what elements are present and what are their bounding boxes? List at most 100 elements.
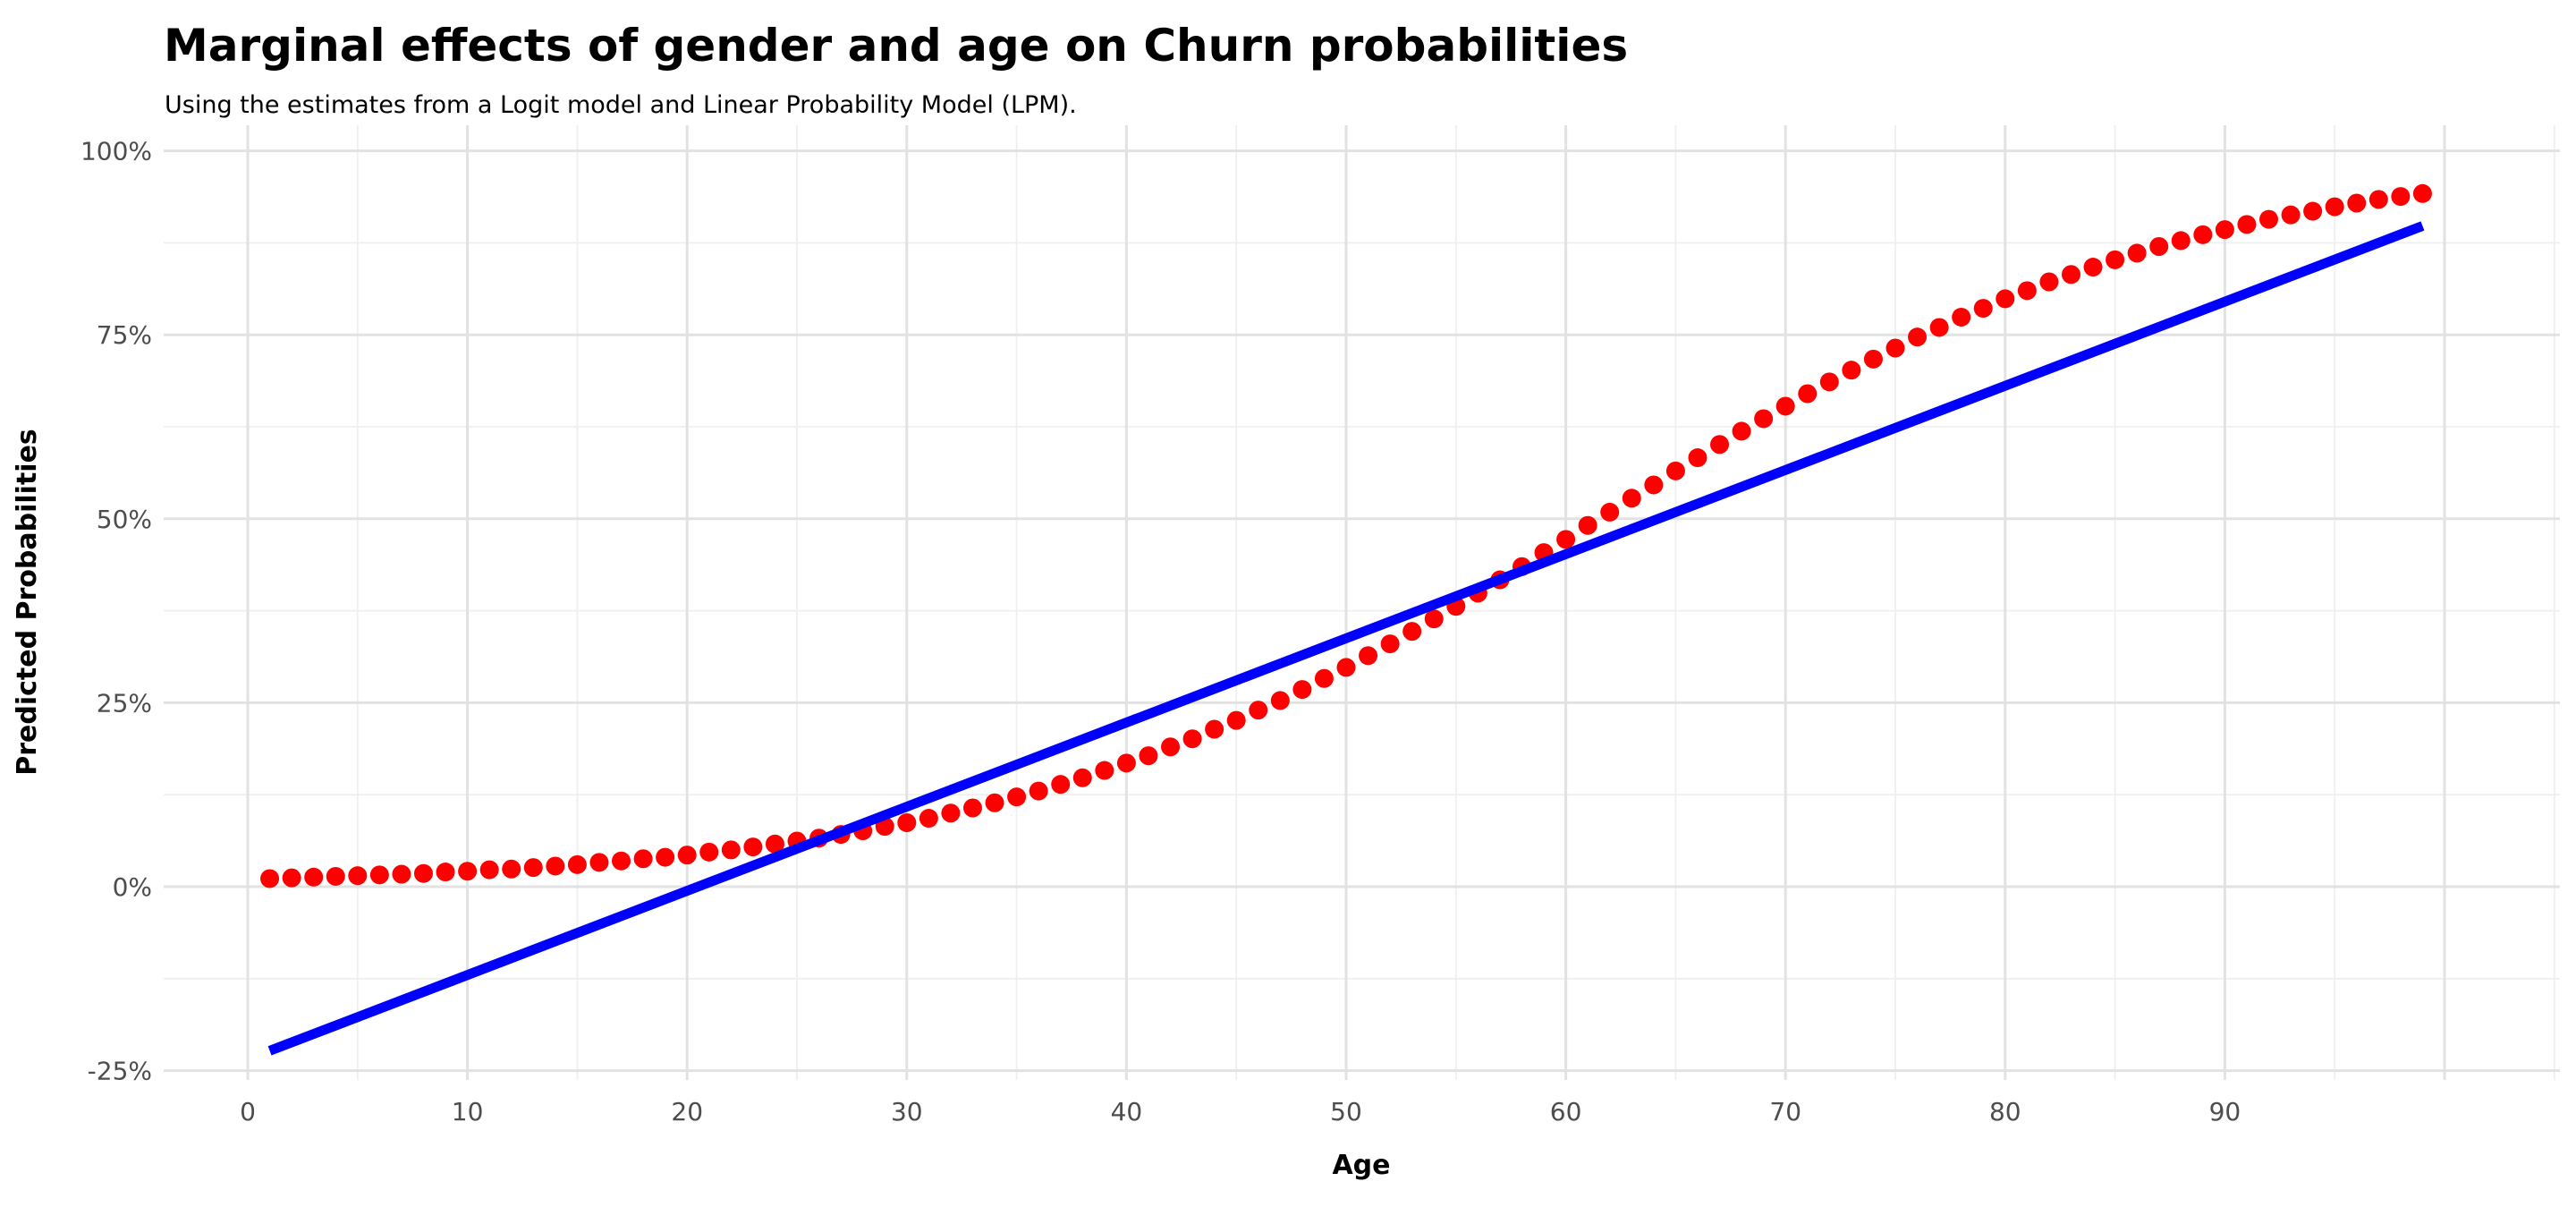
logit-point: [1161, 737, 1181, 757]
logit-point: [1798, 384, 1818, 404]
logit-point: [523, 858, 543, 878]
logit-point: [743, 837, 763, 857]
logit-point: [2193, 225, 2213, 244]
logit-point: [1600, 502, 1620, 522]
logit-point: [1116, 753, 1136, 773]
series-layer: [260, 183, 2432, 1056]
logit-point: [721, 840, 741, 860]
logit-point: [369, 865, 389, 885]
logit-point: [985, 793, 1004, 812]
chart-subtitle: Using the estimates from a Logit model a…: [165, 91, 1077, 119]
logit-point: [1688, 448, 1707, 468]
logit-point: [1929, 318, 1949, 337]
logit-point: [1424, 609, 1444, 629]
logit-point: [1665, 461, 1685, 480]
y-tick-label: 100%: [80, 137, 152, 166]
logit-point: [941, 803, 961, 823]
logit-point: [502, 859, 521, 879]
logit-point: [1996, 289, 2015, 309]
logit-point: [2237, 215, 2257, 234]
x-tick-label: 90: [2209, 1097, 2241, 1126]
logit-point: [1336, 658, 1356, 677]
logit-point: [282, 868, 301, 888]
logit-point: [546, 856, 565, 876]
logit-point: [1249, 701, 1268, 720]
logit-point: [413, 863, 433, 883]
y-tick-label: 75%: [97, 320, 152, 350]
logit-point: [1973, 299, 1993, 319]
logit-point: [1226, 710, 1246, 730]
x-tick-label: 80: [1989, 1097, 2021, 1126]
logit-point: [962, 798, 982, 818]
y-tick-label: -25%: [88, 1057, 152, 1086]
logit-point: [2368, 190, 2388, 209]
logit-point: [699, 842, 719, 862]
logit-point: [897, 812, 917, 832]
tick-label-layer: 0 10 20 30 40 50 60 70 80 90 -25% 0% 25% 50% 75% 100%: [80, 137, 2241, 1126]
logit-point: [1402, 622, 1422, 642]
logit-point: [1622, 489, 1641, 508]
logit-point: [304, 867, 324, 887]
x-axis-title: Age: [1332, 1150, 1390, 1181]
x-tick-label: 0: [240, 1097, 256, 1126]
logit-point: [2149, 237, 2169, 257]
logit-point: [2061, 265, 2080, 285]
logit-point: [2303, 201, 2323, 221]
y-tick-label: 0%: [113, 872, 152, 902]
logit-point: [656, 847, 675, 867]
x-tick-label: 60: [1550, 1097, 1582, 1126]
x-tick-label: 30: [891, 1097, 923, 1126]
logit-point: [458, 862, 478, 881]
logit-point: [326, 866, 345, 886]
logit-point: [1205, 719, 1224, 739]
logit-point: [1885, 338, 1905, 358]
logit-point: [633, 849, 653, 869]
logit-point: [348, 866, 368, 886]
logit-point: [2391, 187, 2411, 207]
logit-point: [1644, 475, 1664, 495]
x-tick-label: 50: [1330, 1097, 1362, 1126]
logit-point: [1029, 781, 1048, 801]
x-tick-label: 40: [1111, 1097, 1143, 1126]
logit-point: [1754, 409, 1774, 429]
lpm-line: [267, 221, 2425, 1056]
logit-point: [2215, 220, 2234, 240]
logit-point: [2259, 209, 2279, 229]
logit-point: [612, 851, 631, 871]
logit-point: [1292, 680, 1312, 700]
logit-point: [2325, 197, 2344, 217]
x-tick-label: 10: [452, 1097, 484, 1126]
logit-point: [589, 853, 609, 872]
grid-layer: [164, 125, 2560, 1080]
y-axis-title: Predicted Probabilities: [12, 429, 43, 776]
y-tick-label: 25%: [97, 688, 152, 718]
logit-point: [1314, 668, 1334, 688]
x-tick-label: 20: [671, 1097, 703, 1126]
logit-point: [1051, 775, 1071, 795]
logit-point: [1819, 372, 1839, 392]
logit-point: [260, 869, 280, 888]
logit-point: [479, 860, 499, 880]
logit-point: [2347, 193, 2367, 213]
logit-point: [765, 834, 784, 854]
logit-point: [2039, 272, 2059, 292]
chart-title: Marginal effects of gender and age on Ch…: [164, 20, 1628, 72]
logit-point: [392, 864, 411, 884]
logit-point: [1556, 530, 1576, 549]
logit-point: [1095, 761, 1114, 780]
logit-point: [436, 863, 455, 882]
logit-point: [919, 809, 938, 829]
logit-point: [1139, 746, 1158, 766]
logit-point: [1732, 421, 1751, 441]
logit-point: [2412, 183, 2432, 203]
logit-point: [1863, 349, 1883, 369]
logit-point: [677, 846, 697, 865]
logit-point: [2017, 281, 2037, 301]
logit-point: [1270, 691, 1290, 710]
y-tick-label: 50%: [97, 505, 152, 534]
logit-point: [1710, 435, 1730, 455]
logit-point: [1842, 361, 1861, 380]
logit-point: [2127, 243, 2147, 263]
logit-point: [1908, 327, 1928, 347]
